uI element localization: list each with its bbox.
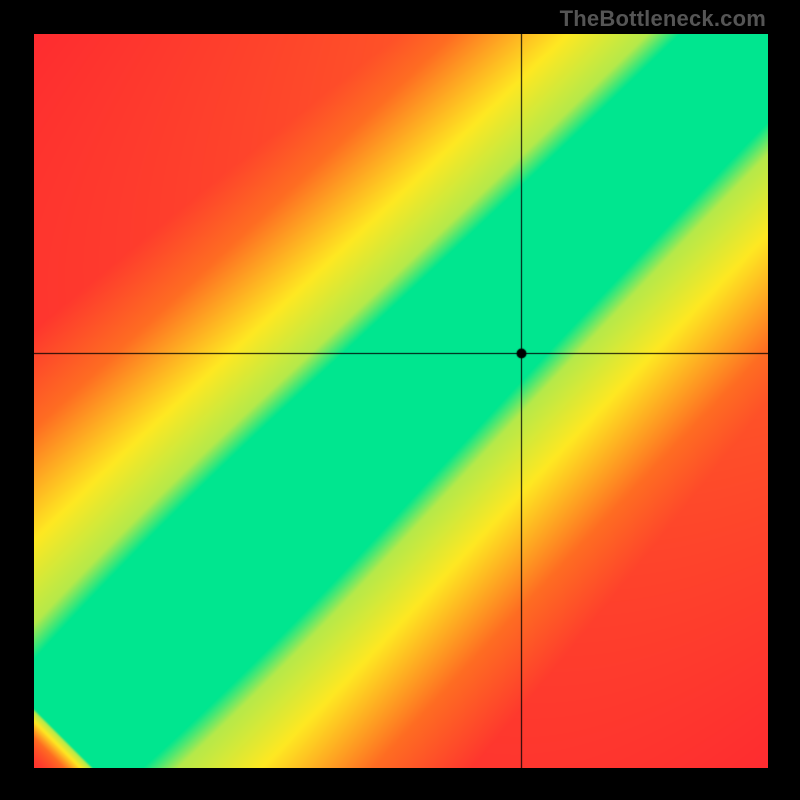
watermark-text: TheBottleneck.com [560,6,766,32]
bottleneck-heatmap [34,34,768,768]
